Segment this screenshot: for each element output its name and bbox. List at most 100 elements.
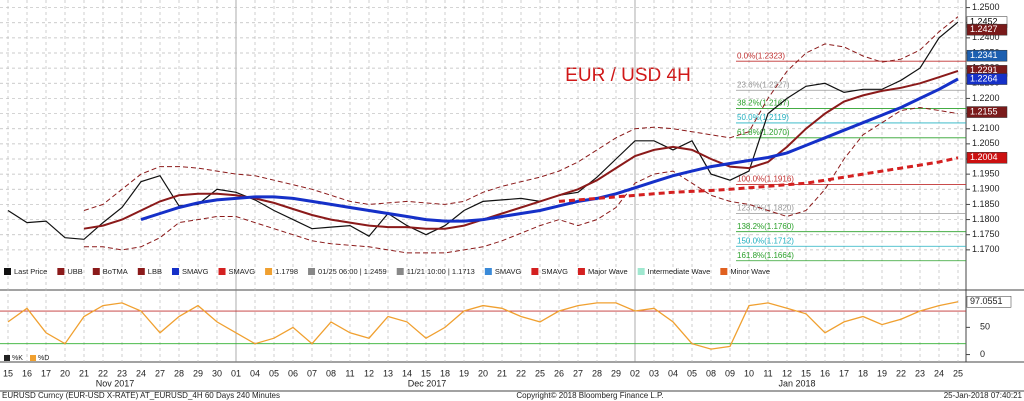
x-tick-label: 15 <box>3 368 13 378</box>
x-tick-label: 22 <box>516 368 526 378</box>
price-line <box>7 21 959 240</box>
y-tick-label: 1.2400 <box>972 32 1000 42</box>
price-tag-label: 1.2155 <box>970 106 998 116</box>
x-tick-label: 24 <box>934 368 944 378</box>
y-tick-label: 1.2100 <box>972 123 1000 133</box>
legend-swatch <box>92 268 100 275</box>
x-tick-label: 20 <box>60 368 70 378</box>
x-tick-label: 30 <box>212 368 222 378</box>
x-tick-label: 04 <box>668 368 678 378</box>
legend-label: %K <box>12 355 23 362</box>
price-line <box>84 106 959 254</box>
x-tick-label: 17 <box>839 368 849 378</box>
legend-label: 01/25 06:00 | 1.2459 <box>318 267 387 276</box>
legend-swatch <box>57 268 65 275</box>
x-tick-label: 14 <box>402 368 412 378</box>
osc-tag-label: 97.0551 <box>970 296 1003 306</box>
legend-swatch <box>171 268 179 275</box>
legend-swatch <box>637 268 645 275</box>
x-tick-label: 05 <box>269 368 279 378</box>
x-tick-label: 15 <box>801 368 811 378</box>
y-tick-label: 1.1700 <box>972 244 1000 254</box>
month-label: Jan 2018 <box>778 378 815 388</box>
legend-label: %D <box>38 355 49 362</box>
legend-label: Major Wave <box>588 267 628 276</box>
fib-label: 138.2%(1.1760) <box>737 222 794 231</box>
x-tick-label: 05 <box>687 368 697 378</box>
x-tick-label: 15 <box>421 368 431 378</box>
x-tick-label: 22 <box>98 368 108 378</box>
price-tag-label: 1.2291 <box>970 65 998 75</box>
x-tick-label: 19 <box>459 368 469 378</box>
price-line <box>83 16 959 211</box>
legend-label: Minor Wave <box>730 267 770 276</box>
legend-swatch <box>396 268 404 275</box>
x-tick-label: 03 <box>649 368 659 378</box>
price-line <box>558 156 959 203</box>
price-tag-label: 1.2341 <box>970 50 998 60</box>
price-tag-label: 1.2004 <box>970 152 998 162</box>
fib-label: 100.0%(1.1916) <box>737 175 794 184</box>
x-tick-label: 19 <box>877 368 887 378</box>
fib-label: 123.6%(1.1820) <box>737 204 794 213</box>
x-tick-label: 21 <box>497 368 507 378</box>
y-tick-label: 1.1850 <box>972 199 1000 209</box>
fib-label: 38.2%(1.2167) <box>737 99 790 108</box>
y-tick-label: 1.1900 <box>972 184 1000 194</box>
legend-swatch <box>265 268 273 275</box>
osc-tag <box>966 296 1012 308</box>
price-line <box>83 69 959 230</box>
x-tick-label: 22 <box>896 368 906 378</box>
legend-swatch <box>4 268 11 275</box>
y-tick-label: 1.2500 <box>972 2 1000 12</box>
x-tick-label: 16 <box>22 368 32 378</box>
price-line <box>140 77 959 223</box>
legend-swatch <box>577 268 585 275</box>
legend-label: BoTMA <box>103 267 128 276</box>
osc-tick-label: 0 <box>980 349 985 359</box>
legend-swatch <box>137 268 145 275</box>
x-tick-label: 21 <box>79 368 89 378</box>
x-tick-label: 11 <box>345 368 354 378</box>
legend-swatch <box>531 268 539 275</box>
y-tick-label: 1.2050 <box>972 138 1000 148</box>
x-tick-label: 07 <box>307 368 317 378</box>
x-tick-label: 02 <box>630 368 640 378</box>
x-tick-label: 16 <box>820 368 830 378</box>
x-tick-label: 04 <box>250 368 260 378</box>
legend-swatch <box>484 268 492 275</box>
footer-center: Copyright© 2018 Bloomberg Finance L.P. <box>516 391 663 400</box>
price-tag <box>966 73 1008 85</box>
chart-title: EUR / USD 4H <box>565 65 691 86</box>
x-tick-label: 25 <box>953 368 963 378</box>
footer-left: EURUSD Curncy (EUR-USD X-RATE) AT_EURUSD… <box>2 391 280 400</box>
x-tick-label: 18 <box>858 368 868 378</box>
x-tick-label: 29 <box>193 368 203 378</box>
x-tick-label: 12 <box>782 368 792 378</box>
price-tag-label: 1.2452 <box>970 16 998 26</box>
legend-label: Intermediate Wave <box>648 267 711 276</box>
x-tick-label: 24 <box>136 368 146 378</box>
legend-swatch <box>4 355 10 361</box>
legend-label: Last Price <box>14 267 47 276</box>
osc-tick-label: 50 <box>980 322 990 332</box>
fib-label: 23.6%(1.2227) <box>737 80 790 89</box>
x-tick-label: 27 <box>573 368 583 378</box>
x-tick-label: 08 <box>706 368 716 378</box>
x-tick-label: 20 <box>478 368 488 378</box>
price-tag <box>966 23 1008 36</box>
month-label: Nov 2017 <box>96 378 135 388</box>
legend-label: SMAVG <box>182 267 209 276</box>
legend-swatch <box>720 268 728 275</box>
price-tag <box>966 106 1008 118</box>
fib-label: 150.0%(1.1712) <box>737 236 794 245</box>
fib-label: 50.0%(1.2119) <box>737 113 789 122</box>
x-tick-label: 01 <box>231 368 241 378</box>
x-tick-label: 13 <box>383 368 393 378</box>
x-tick-label: 28 <box>592 368 602 378</box>
legend-label: SMAVG <box>229 267 256 276</box>
x-tick-label: 18 <box>440 368 450 378</box>
x-tick-label: 17 <box>41 368 51 378</box>
